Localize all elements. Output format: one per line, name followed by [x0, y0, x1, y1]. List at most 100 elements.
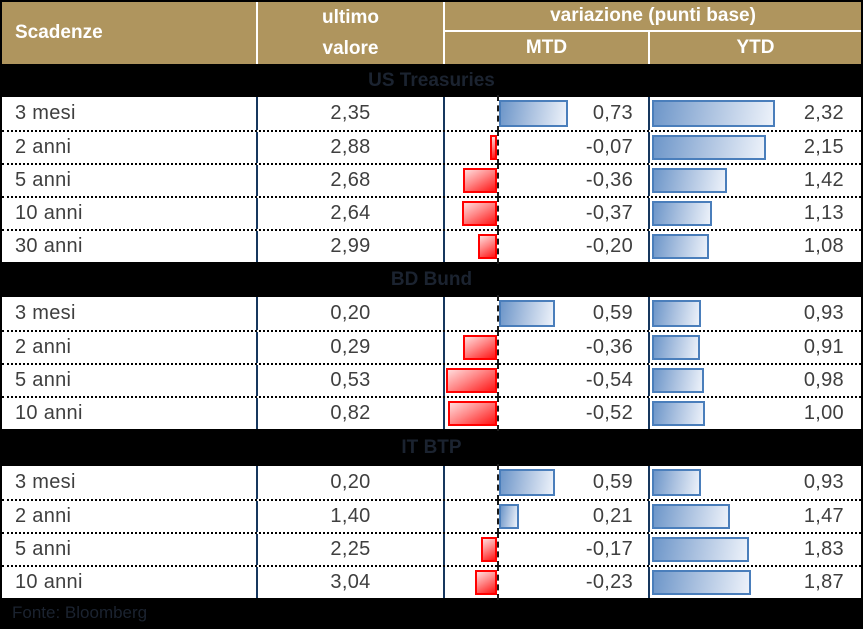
table-row: 10 anni 3,04 -0,23 1,87: [2, 565, 861, 600]
last-value: 3,04: [258, 567, 445, 598]
header-scadenze: Scadenze: [2, 2, 258, 64]
ytd-value: 0,93: [803, 302, 844, 324]
mtd-value: -0,37: [585, 202, 633, 224]
maturity-label: 5 anni: [2, 365, 258, 396]
ytd-cell: 2,15: [650, 132, 861, 163]
zero-axis-line: [497, 363, 499, 398]
maturity-label: 5 anni: [2, 534, 258, 565]
zero-axis-line: [497, 532, 499, 567]
table-row: 2 anni 1,40 0,21 1,47: [2, 499, 861, 534]
table-row: 2 anni 2,88 -0,07 2,15: [2, 130, 861, 165]
mtd-value: -0,52: [585, 402, 633, 424]
ytd-cell: 1,83: [650, 534, 861, 565]
table-row: 5 anni 2,25 -0,17 1,83: [2, 532, 861, 567]
last-value: 2,25: [258, 534, 445, 565]
ytd-bar: [652, 368, 704, 393]
header-variazione-group: variazione (punti base) MTD YTD: [445, 2, 861, 64]
mtd-bar: [475, 570, 497, 595]
mtd-cell: 0,21: [445, 499, 650, 534]
table-row: 3 mesi 0,20 0,59 0,93: [2, 295, 861, 332]
header-ultimo-line1: ultimo: [322, 6, 379, 28]
mtd-value: -0,54: [585, 369, 633, 391]
ytd-value: 0,91: [803, 336, 844, 358]
ytd-cell: 0,93: [650, 466, 861, 499]
mtd-cell: 0,73: [445, 95, 650, 132]
mtd-value: 0,21: [592, 505, 633, 527]
ytd-bar: [652, 504, 730, 529]
zero-axis-line: [497, 163, 499, 198]
ytd-bar: [652, 570, 752, 595]
source-footer: Fonte: Bloomberg: [2, 598, 861, 627]
mtd-cell: 0,59: [445, 295, 650, 332]
ytd-value: 0,98: [803, 369, 844, 391]
ytd-cell: 1,13: [650, 198, 861, 229]
table-row: 3 mesi 2,35 0,73 2,32: [2, 95, 861, 132]
zero-axis-line: [497, 499, 499, 534]
mtd-bar: [499, 300, 556, 327]
ytd-value: 1,42: [803, 169, 844, 191]
maturity-label: 3 mesi: [2, 97, 258, 130]
ytd-cell: 0,98: [650, 365, 861, 396]
source-label: Fonte: Bloomberg: [12, 602, 148, 622]
ytd-cell: 1,87: [650, 567, 861, 598]
mtd-value: -0,17: [585, 538, 633, 560]
table-row: 3 mesi 0,20 0,59 0,93: [2, 464, 861, 501]
mtd-cell: -0,52: [445, 396, 650, 431]
ytd-bar: [652, 168, 728, 193]
header-ytd: YTD: [736, 37, 775, 58]
zero-axis-line: [497, 330, 499, 365]
last-value: 2,64: [258, 198, 445, 229]
table-row: 10 anni 0,82 -0,52 1,00: [2, 396, 861, 431]
mtd-bar: [499, 469, 556, 496]
zero-axis-line: [497, 229, 499, 264]
maturity-label: 10 anni: [2, 398, 258, 429]
mtd-cell: -0,54: [445, 363, 650, 398]
ytd-cell: 0,91: [650, 332, 861, 363]
header-ultimo-line2: valore: [322, 37, 379, 59]
last-value: 2,99: [258, 231, 445, 262]
section-header-it-btp: IT BTP: [2, 429, 861, 466]
maturity-label: 2 anni: [2, 132, 258, 163]
last-value: 2,88: [258, 132, 445, 163]
section-header-bd-bund: BD Bund: [2, 262, 861, 297]
mtd-value: 0,59: [592, 302, 633, 324]
mtd-bar: [480, 537, 497, 562]
header-mtd: MTD: [445, 32, 650, 64]
mtd-cell: 0,59: [445, 464, 650, 501]
ytd-cell: 1,42: [650, 165, 861, 196]
maturity-label: 2 anni: [2, 332, 258, 363]
mtd-bar: [462, 168, 497, 193]
mtd-value: -0,20: [585, 235, 633, 257]
ytd-value: 1,00: [803, 402, 844, 424]
ytd-cell: 1,08: [650, 231, 861, 262]
ytd-bar: [652, 537, 749, 562]
last-value: 0,20: [258, 466, 445, 499]
header-variazione: variazione (punti base): [445, 2, 861, 32]
ytd-cell: 0,93: [650, 297, 861, 330]
mtd-value: 0,73: [592, 102, 633, 124]
zero-axis-line: [497, 295, 499, 332]
table-row: 5 anni 2,68 -0,36 1,42: [2, 163, 861, 198]
ytd-value: 2,32: [803, 102, 844, 124]
mtd-cell: -0,20: [445, 229, 650, 264]
table-row: 10 anni 2,64 -0,37 1,13: [2, 196, 861, 231]
ytd-value: 1,47: [803, 505, 844, 527]
maturity-label: 5 anni: [2, 165, 258, 196]
ytd-value: 1,13: [803, 202, 844, 224]
ytd-cell: 2,32: [650, 97, 861, 130]
ytd-bar: [652, 300, 702, 327]
last-value: 0,53: [258, 365, 445, 396]
mtd-bar: [447, 401, 497, 426]
maturity-label: 2 anni: [2, 501, 258, 532]
header-ultimo-valore: ultimo valore: [258, 2, 445, 64]
ytd-value: 2,15: [803, 136, 844, 158]
ytd-value: 1,87: [803, 571, 844, 593]
mtd-cell: -0,23: [445, 565, 650, 600]
section-header-us-treasuries: US Treasuries: [2, 64, 861, 97]
ytd-bar: [652, 135, 766, 160]
mtd-bar: [499, 504, 519, 529]
mtd-cell: -0,36: [445, 330, 650, 365]
last-value: 2,35: [258, 97, 445, 130]
last-value: 2,68: [258, 165, 445, 196]
